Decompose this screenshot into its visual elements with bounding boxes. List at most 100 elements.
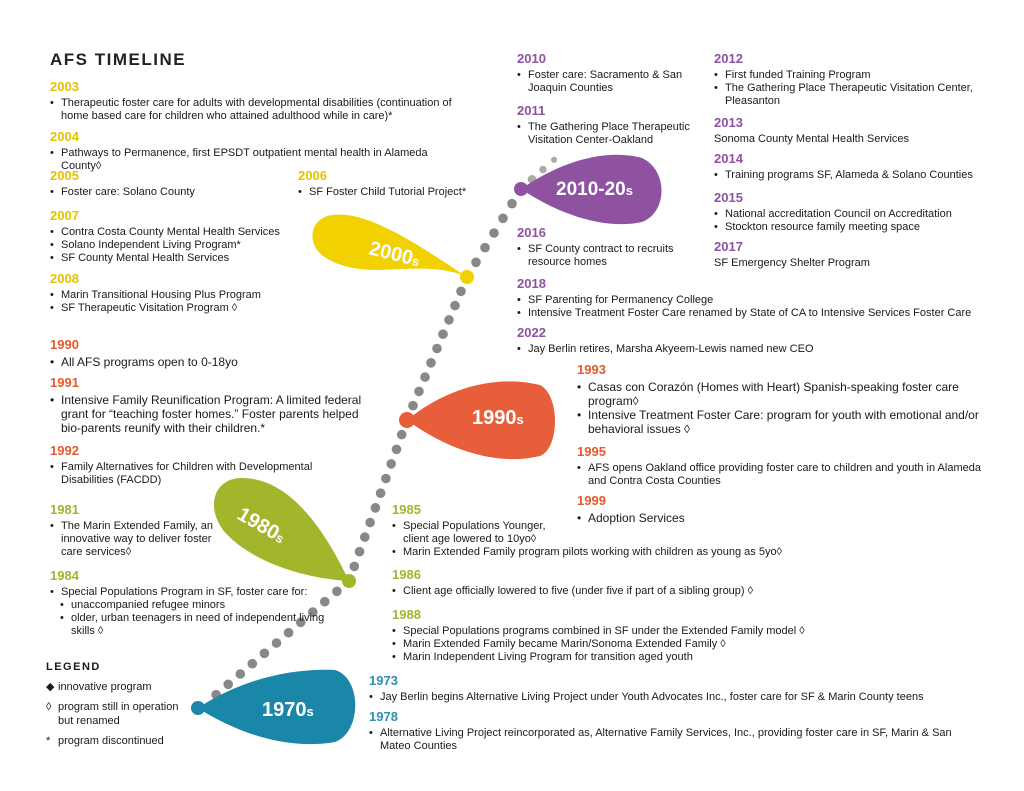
timeline-dot [420, 372, 430, 382]
list-item: Marin Extended Family program pilots wor… [392, 546, 802, 559]
year-label: 1973 [369, 673, 398, 688]
entry-1973: 1973 Jay Berlin begins Alternative Livin… [369, 673, 959, 704]
timeline-dot [489, 228, 499, 238]
list-item: Special Populations Program in SF, foste… [50, 586, 330, 599]
timeline-dot [365, 517, 375, 528]
year-label: 2015 [714, 190, 743, 205]
timeline-dot [259, 648, 270, 659]
year-label: 1995 [577, 444, 606, 459]
entry-2022: 2022 Jay Berlin retires, Marsha Akyeem-L… [517, 325, 917, 356]
entry-2011: 2011 The Gathering Place Therapeutic Vis… [517, 103, 702, 147]
entry-1985: 1985 Special Populations Younger, client… [392, 502, 802, 559]
year-label: 1985 [392, 502, 421, 517]
list-item: Marin Independent Living Program for tra… [392, 651, 822, 664]
entry-1984: 1984 Special Populations Program in SF, … [50, 568, 330, 638]
entry-2003: 2003 Therapeutic foster care for adults … [50, 79, 460, 123]
timeline-dot [391, 444, 402, 455]
entry-2006: 2006 SF Foster Child Tutorial Project* [298, 168, 498, 199]
list-item: SF County Mental Health Services [50, 252, 310, 265]
entry-2014: 2014 Training programs SF, Alameda & Sol… [714, 151, 984, 182]
timeline-dot [444, 315, 454, 325]
year-label: 2022 [517, 325, 546, 340]
entry-2005: 2005 Foster care: Solano County [50, 168, 280, 199]
sub-list-item: unaccompanied refugee minors [60, 599, 330, 612]
decade-1990s-drop [407, 381, 555, 460]
entry-1995: 1995 AFS opens Oakland office providing … [577, 444, 987, 488]
year-label: 1999 [577, 493, 606, 508]
timeline-dot [408, 400, 418, 411]
legend-row: ◆ innovative program [46, 680, 196, 694]
year-label: 1991 [50, 375, 79, 390]
page-title: AFS TIMELINE [50, 50, 187, 69]
entry-1991: 1991 Intensive Family Reunification Prog… [50, 375, 375, 435]
year-label: 1986 [392, 567, 421, 582]
legend-text: program still in operation but renamed [58, 701, 179, 727]
list-item: SF Parenting for Permanency College [517, 294, 987, 307]
legend-heading: LEGEND [46, 661, 101, 673]
year-label: 1988 [392, 607, 421, 622]
list-item: Intensive Family Reunification Program: … [50, 393, 375, 435]
list-item: Foster care: Sacramento & San Joaquin Co… [517, 69, 687, 95]
timeline-dot [354, 546, 365, 557]
timeline-dot [480, 242, 490, 253]
lozenge-icon: ◊ [46, 701, 52, 713]
list-item: Foster care: Solano County [50, 186, 280, 199]
year-label: 2018 [517, 276, 546, 291]
timeline-dot [360, 532, 370, 542]
year-label: 2003 [50, 79, 79, 94]
year-label: 1990 [50, 337, 79, 352]
year-label: 1978 [369, 709, 398, 724]
entry-text: Sonoma County Mental Health Services [714, 133, 910, 145]
list-item: Marin Transitional Housing Plus Program [50, 289, 310, 302]
decade-1980s-drop [213, 478, 349, 581]
list-item: Marin Extended Family became Marin/Sonom… [392, 638, 822, 651]
list-item: Intensive Treatment Foster Care: program… [577, 408, 997, 436]
diamond-icon: ◆ [46, 681, 55, 693]
timeline-dot [438, 329, 448, 340]
list-item: Solano Independent Living Program* [50, 239, 310, 252]
list-item: All AFS programs open to 0-18yo [50, 355, 350, 369]
timeline-dot [235, 669, 246, 679]
entry-2008: 2008 Marin Transitional Housing Plus Pro… [50, 271, 310, 315]
legend-text: program discontinued [58, 735, 164, 747]
decade-1990s-node [399, 412, 415, 428]
timeline-dot [396, 429, 407, 440]
list-item: Stockton resource family meeting space [714, 221, 984, 234]
year-label: 2010 [517, 51, 546, 66]
entry-1990: 1990 All AFS programs open to 0-18yo [50, 337, 350, 369]
timeline-dot [539, 165, 547, 174]
list-item: SF Foster Child Tutorial Project* [298, 186, 498, 199]
entry-1993: 1993 Casas con Corazón (Homes with Heart… [577, 362, 997, 436]
year-label: 2007 [50, 208, 79, 223]
list-item: Jay Berlin retires, Marsha Akyeem-Lewis … [517, 343, 917, 356]
list-item: National accreditation Council on Accred… [714, 208, 984, 221]
decade-1970s-drop [198, 669, 356, 745]
decade-1970s-label: 1970s [262, 699, 314, 721]
entry-2018: 2018 SF Parenting for Permanency College… [517, 276, 987, 320]
year-label: 1992 [50, 443, 79, 458]
timeline-dot [456, 286, 466, 297]
entry-1999: 1999 Adoption Services [577, 493, 877, 525]
year-label: 2016 [517, 225, 546, 240]
decade-1970s-node [191, 701, 205, 715]
timeline-dot [332, 586, 342, 597]
decade-2000s-drop [312, 214, 467, 277]
list-item: Therapeutic foster care for adults with … [50, 97, 460, 123]
list-item: AFS opens Oakland office providing foste… [577, 462, 987, 488]
timeline-dot [432, 343, 442, 354]
legend-text: innovative program [58, 681, 152, 693]
timeline-dot [550, 156, 558, 163]
list-item: Adoption Services [577, 511, 877, 525]
list-item: Pathways to Permanence, first EPSDT outp… [50, 147, 470, 173]
entry-1986: 1986 Client age officially lowered to fi… [392, 567, 812, 598]
legend: LEGEND ◆ innovative program ◊ program st… [46, 660, 196, 748]
list-item: First funded Training Program [714, 69, 984, 82]
entry-2016: 2016 SF County contract to recruits reso… [517, 225, 697, 269]
timeline-dot [471, 257, 481, 268]
year-label: 2008 [50, 271, 79, 286]
sub-list-item: older, urban teenagers in need of indepe… [60, 612, 330, 638]
decade-1990s-label: 1990s [472, 407, 524, 429]
timeline-dot [247, 658, 258, 669]
year-label: 2012 [714, 51, 743, 66]
